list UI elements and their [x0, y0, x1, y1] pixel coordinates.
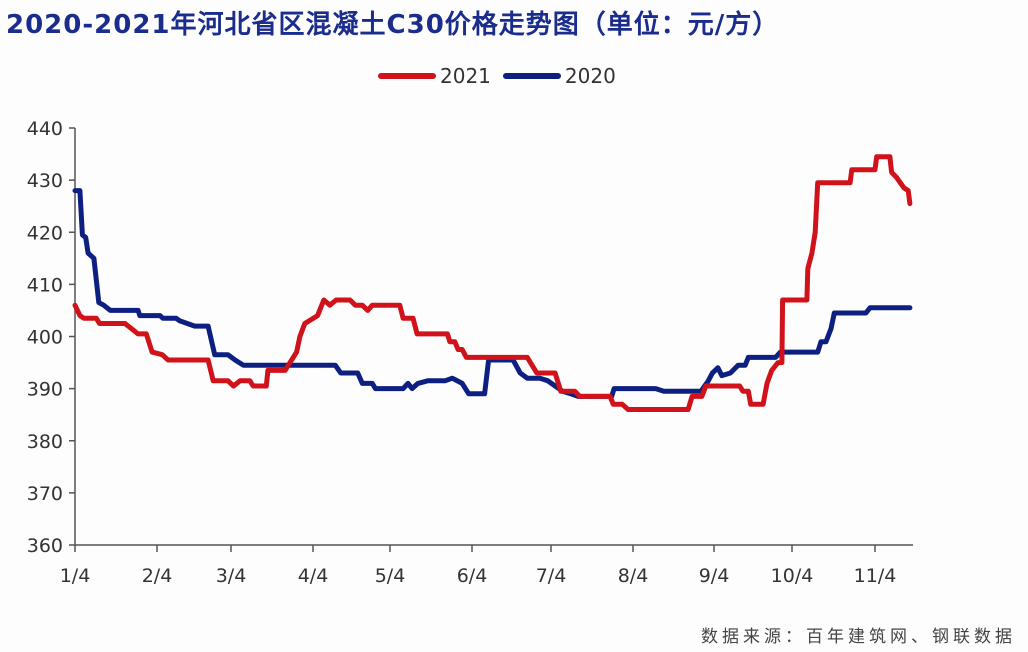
x-axis: 1/4 2/4 3/4 4/4 5/4 6/4 7/4 8/4 9/4 10/4 11/4	[60, 544, 913, 587]
y-tick-label: 430	[27, 170, 63, 192]
x-tick-label: 3/4	[216, 565, 247, 587]
chart-title: 2020-2021年河北省区混凝土C30价格走势图（单位：元/方）	[6, 10, 780, 40]
x-tick-label: 7/4	[536, 565, 567, 587]
legend-item-2021: 2021	[378, 64, 491, 88]
source-note: 数据来源：百年建筑网、钢联数据	[701, 627, 1016, 647]
legend-swatch-2021	[378, 73, 436, 79]
series-line-2020	[72, 188, 913, 399]
series-line-2021	[72, 154, 913, 412]
chart-legend: 2021 2020	[378, 64, 628, 88]
x-tick-label: 11/4	[854, 565, 897, 587]
legend-swatch-2020	[502, 73, 561, 79]
y-tick-label: 420	[27, 222, 63, 244]
x-tick-label: 4/4	[298, 565, 329, 587]
y-tick-label: 360	[27, 535, 63, 557]
legend-label-2021: 2021	[440, 64, 491, 88]
x-tick-label: 9/4	[699, 565, 730, 587]
legend-item-2020: 2020	[502, 64, 616, 88]
y-tick-label: 410	[27, 274, 63, 296]
y-tick-label: 400	[27, 327, 63, 349]
y-axis: 360 370 380 390 400 410 420 430 440	[27, 118, 76, 557]
x-tick-label: 1/4	[60, 565, 91, 587]
x-tick-label: 10/4	[771, 565, 814, 587]
x-tick-label: 5/4	[375, 565, 406, 587]
y-tick-label: 380	[27, 431, 63, 453]
series-lines	[72, 154, 913, 412]
y-tick-label: 370	[27, 483, 63, 505]
y-tick-label: 390	[27, 379, 63, 401]
y-tick-label: 440	[27, 118, 63, 140]
x-tick-label: 2/4	[142, 565, 173, 587]
x-tick-label: 6/4	[457, 565, 488, 587]
legend-label-2020: 2020	[564, 64, 616, 88]
x-tick-label: 8/4	[618, 565, 649, 587]
